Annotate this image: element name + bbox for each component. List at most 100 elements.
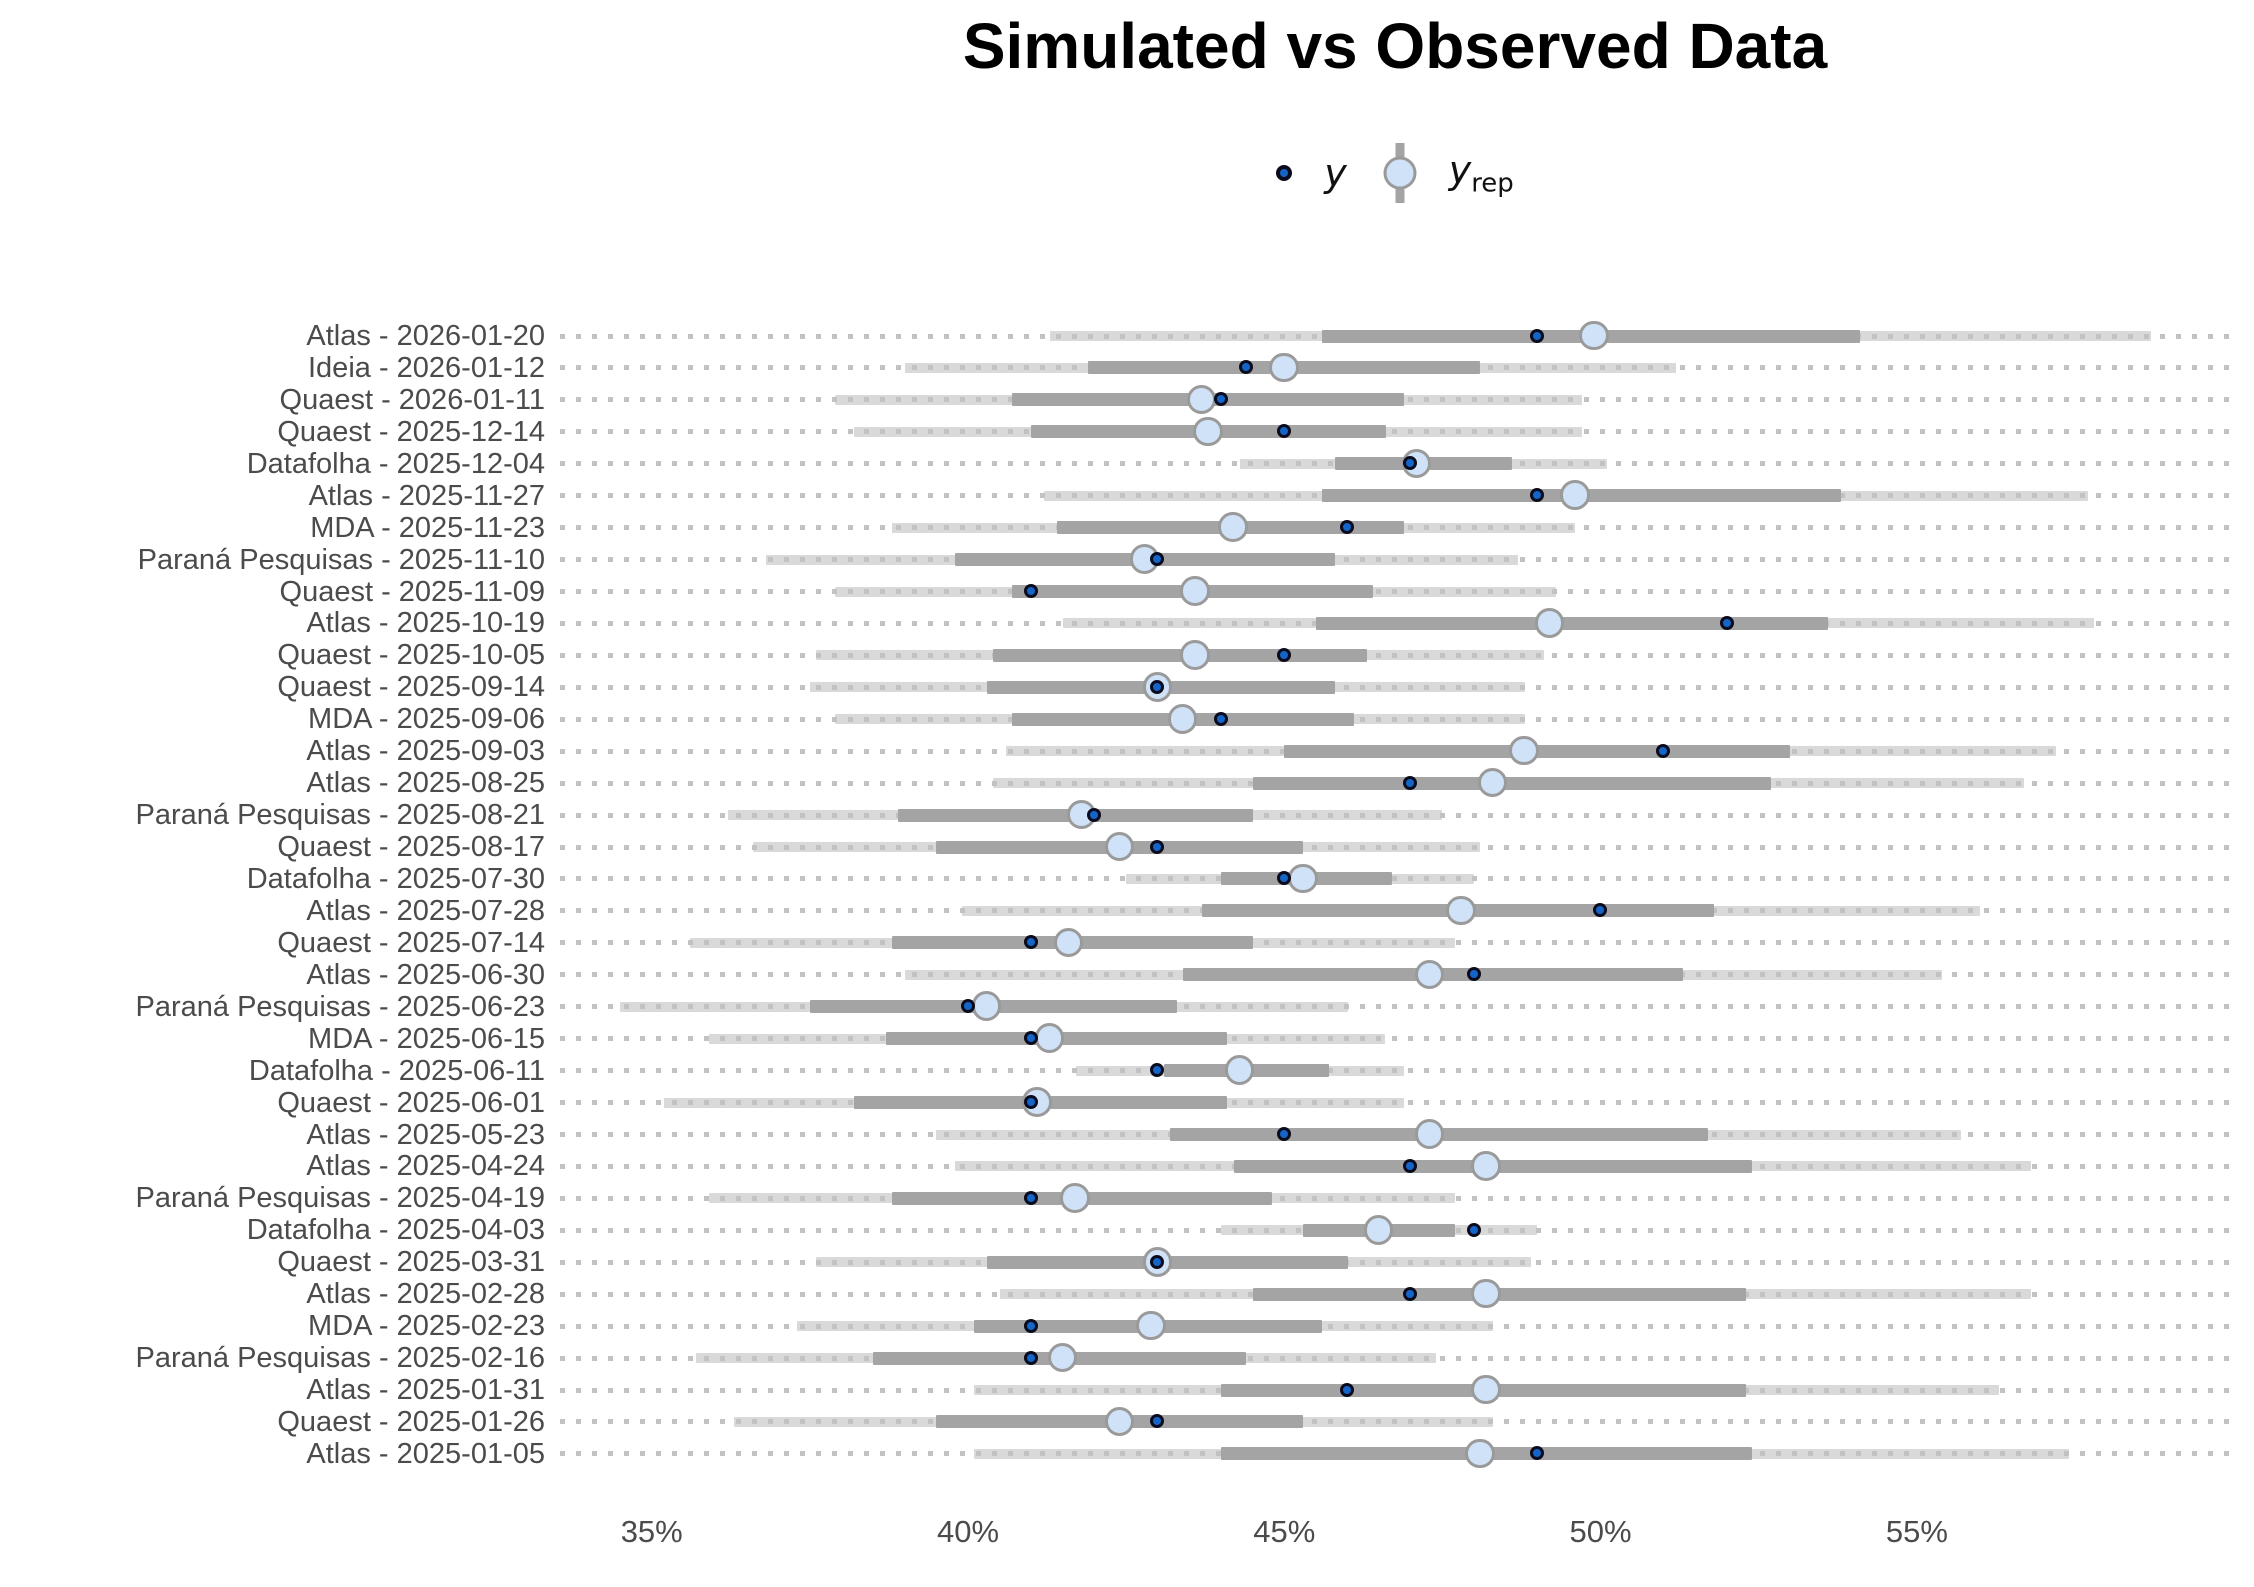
inner-interval-bar	[1252, 776, 1772, 790]
row-dotted-line	[560, 1259, 2230, 1265]
yrep-median-marker	[1186, 384, 1217, 415]
row-label: Atlas - 2025-09-03	[306, 735, 545, 768]
y-observed-marker	[960, 999, 975, 1014]
row-label: Paraná Pesquisas - 2025-11-10	[137, 543, 545, 576]
row-dotted-line	[560, 1195, 2230, 1201]
yrep-median-marker	[1477, 767, 1508, 798]
y-observed-marker	[1150, 1254, 1165, 1269]
row-label: Atlas - 2025-11-27	[308, 479, 545, 512]
y-observed-marker	[1023, 584, 1038, 599]
row-label: Atlas - 2025-02-28	[306, 1278, 545, 1311]
yrep-median-marker	[1471, 1374, 1501, 1405]
row-label: Atlas - 2025-08-25	[306, 767, 545, 800]
row-dotted-line	[560, 1004, 2230, 1010]
row-dotted-line	[560, 1355, 2230, 1361]
row-label: MDA - 2025-09-06	[308, 703, 545, 736]
yrep-median-marker	[1363, 1215, 1394, 1245]
row-label: Quaest - 2025-01-26	[277, 1405, 545, 1438]
yrep-median-icon	[1383, 156, 1417, 190]
y-observed-marker	[1150, 1414, 1165, 1429]
yrep-median-marker	[1047, 1342, 1078, 1373]
y-observed-marker	[1238, 360, 1253, 375]
row-label: Atlas - 2025-07-28	[306, 894, 545, 927]
yrep-median-marker	[1560, 480, 1590, 510]
row-label: Datafolha - 2025-06-11	[248, 1054, 545, 1087]
y-observed-marker	[1593, 903, 1608, 918]
y-observed-marker	[1529, 488, 1544, 503]
y-observed-marker	[1276, 1127, 1291, 1141]
row-label: Atlas - 2025-06-30	[306, 958, 545, 991]
row-label: Atlas - 2025-05-23	[306, 1118, 545, 1151]
y-observed-marker	[1023, 1095, 1038, 1110]
row-label: Quaest - 2025-12-14	[277, 415, 545, 448]
yrep-median-marker	[1471, 1278, 1501, 1309]
row-label: Atlas - 2026-01-20	[306, 320, 545, 352]
y-observed-marker	[1023, 935, 1038, 950]
yrep-median-marker	[1104, 1406, 1135, 1437]
x-tick-label: 45%	[1253, 1514, 1316, 1549]
y-observed-marker	[1403, 1158, 1418, 1173]
x-tick-label: 35%	[620, 1514, 683, 1549]
row-dotted-line	[560, 1100, 2230, 1106]
row-label: Quaest - 2025-07-14	[277, 926, 545, 959]
row-dotted-line	[560, 940, 2230, 946]
row-label: Datafolha - 2025-12-04	[246, 447, 545, 480]
row-label: Quaest - 2025-08-17	[277, 831, 545, 864]
row-label: Quaest - 2026-01-11	[279, 383, 545, 416]
y-observed-marker	[1656, 743, 1671, 758]
row-label: Quaest - 2025-10-05	[277, 639, 545, 672]
yrep-median-marker	[971, 991, 1002, 1021]
row-dotted-line	[560, 589, 2230, 595]
legend-y-label: y	[1324, 151, 1347, 195]
yrep-median-marker	[1269, 352, 1299, 383]
y-observed-marker	[1213, 392, 1228, 407]
row-dotted-line	[560, 557, 2230, 563]
row-dotted-line	[560, 844, 2230, 850]
yrep-median-marker	[1142, 672, 1173, 702]
yrep-median-marker	[1060, 1183, 1090, 1213]
legend-item-yrep: yrep	[1383, 141, 1514, 205]
yrep-median-marker	[1034, 1023, 1065, 1053]
row-label: Atlas - 2025-01-31	[306, 1374, 545, 1407]
chart-title: Simulated vs Observed Data	[962, 10, 1828, 82]
y-observed-marker	[1403, 775, 1418, 790]
y-observed-marker	[1719, 615, 1734, 630]
row-dotted-line	[560, 1036, 2230, 1042]
row-dotted-line	[560, 1419, 2230, 1425]
yrep-interval-icon	[1383, 141, 1417, 205]
inner-interval-bar	[993, 648, 1367, 662]
row-label: Datafolha - 2025-07-30	[246, 862, 545, 895]
row-label: Quaest - 2025-03-31	[277, 1246, 545, 1279]
yrep-median-marker	[1136, 1310, 1166, 1341]
y-observed-marker	[1529, 1446, 1544, 1461]
legend: y yrep	[560, 138, 2230, 208]
row-label: Quaest - 2025-11-09	[279, 575, 545, 608]
yrep-median-marker	[1446, 895, 1476, 926]
y-observed-marker	[1213, 711, 1228, 726]
row-dotted-line	[560, 1068, 2230, 1074]
y-observed-marker	[1276, 424, 1291, 439]
yrep-median-marker	[1509, 735, 1539, 766]
y-observed-marker	[1150, 679, 1165, 694]
yrep-median-marker	[1193, 416, 1223, 447]
row-dotted-line	[560, 876, 2230, 882]
row-dotted-line	[560, 429, 2230, 435]
yrep-median-marker	[1022, 1087, 1052, 1117]
row-label: Ideia - 2026-01-12	[308, 351, 545, 384]
inner-interval-bar	[1315, 616, 1829, 630]
yrep-median-marker	[1053, 927, 1084, 958]
y-point-icon	[1276, 165, 1293, 181]
legend-item-y: y	[1276, 151, 1347, 195]
y-observed-marker	[1529, 328, 1544, 343]
yrep-median-marker	[1534, 608, 1565, 638]
yrep-median-marker	[1465, 1438, 1495, 1469]
y-observed-marker	[1403, 456, 1418, 471]
row-dotted-line	[560, 716, 2230, 722]
row-label: Paraná Pesquisas - 2025-06-23	[135, 990, 545, 1023]
legend-yrep-label: yrep	[1448, 147, 1514, 199]
yrep-median-marker	[1471, 1151, 1501, 1181]
row-label: MDA - 2025-06-15	[308, 1022, 545, 1055]
row-label: Atlas - 2025-10-19	[306, 607, 545, 640]
row-label: MDA - 2025-02-23	[308, 1310, 545, 1343]
